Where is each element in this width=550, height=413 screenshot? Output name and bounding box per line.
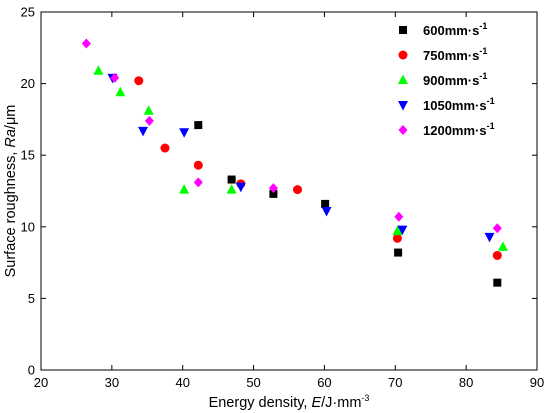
y-tick-label-5: 5	[28, 291, 35, 306]
point-s1-6	[493, 278, 502, 287]
x-tick-label-90: 90	[530, 375, 544, 390]
point-s2-6	[392, 233, 402, 243]
point-s5-1	[81, 38, 91, 49]
point-s5-5	[268, 183, 278, 194]
y-tick-label-25: 25	[21, 5, 35, 20]
point-s4-6	[397, 225, 408, 236]
legend: 600mm·s-1 750mm·s-1 900mm·s-1 1050mm·s-1 120…	[398, 21, 495, 138]
point-s2-5	[293, 185, 303, 195]
point-s4-3	[179, 128, 190, 138]
point-s3-6	[392, 225, 403, 236]
point-s5-3	[144, 115, 154, 126]
point-s1-1	[194, 121, 203, 130]
legend-label-5: 1200mm·s-1	[423, 121, 495, 138]
legend-marker-1	[399, 26, 407, 34]
legend-label-1: 600mm·s-1	[423, 21, 487, 38]
x-tick-label-50: 50	[246, 375, 260, 390]
point-s3-2	[115, 86, 126, 97]
point-s5-6	[394, 211, 404, 222]
y-tick-label-0: 0	[28, 363, 35, 378]
legend-marker-3	[398, 74, 408, 84]
point-s5-4	[193, 177, 203, 188]
point-s1-4	[321, 199, 330, 208]
point-s1-5	[394, 248, 403, 257]
point-s4-7	[484, 232, 495, 243]
y-tick-label-10: 10	[21, 219, 35, 234]
legend-label-2: 750mm·s-1	[423, 46, 487, 63]
legend-marker-5	[398, 125, 408, 135]
legend-label-3: 900mm·s-1	[423, 71, 487, 88]
x-tick-label-60: 60	[317, 375, 331, 390]
point-s4-4	[235, 182, 246, 193]
point-s2-2	[160, 143, 170, 153]
data-points	[81, 38, 508, 287]
x-tick-label-40: 40	[175, 375, 189, 390]
point-s4-2	[138, 126, 149, 137]
y-tick-label-20: 20	[21, 76, 35, 91]
x-axis-title: Energy density, E/J·mm-3	[209, 393, 370, 411]
point-s5-2	[110, 72, 120, 83]
point-s3-3	[143, 105, 154, 115]
point-s4-5	[321, 207, 332, 217]
point-s5-7	[492, 223, 502, 234]
legend-marker-2	[398, 50, 408, 60]
x-tick-label-20: 20	[34, 375, 48, 390]
axis-ticks: 20 30 40 50 60 70 80 90 0 5 10 15 20 25	[21, 5, 545, 391]
point-s2-1	[134, 76, 144, 86]
point-s2-7	[492, 250, 502, 260]
point-s3-7	[497, 241, 508, 251]
point-s3-5	[226, 184, 237, 194]
x-tick-label-70: 70	[388, 375, 402, 390]
point-s3-1	[93, 65, 104, 75]
point-s1-3	[269, 189, 278, 198]
point-s3-4	[179, 184, 190, 194]
x-tick-label-80: 80	[459, 375, 473, 390]
plot-frame	[40, 11, 538, 371]
point-s1-2	[227, 175, 236, 184]
legend-label-4: 1050mm·s-1	[423, 96, 495, 113]
point-s2-3	[193, 160, 203, 170]
x-tick-label-30: 30	[105, 375, 119, 390]
legend-marker-4	[398, 101, 408, 111]
y-tick-label-15: 15	[21, 148, 35, 163]
y-axis-title: Surface roughness, Ra/μm	[3, 105, 19, 278]
